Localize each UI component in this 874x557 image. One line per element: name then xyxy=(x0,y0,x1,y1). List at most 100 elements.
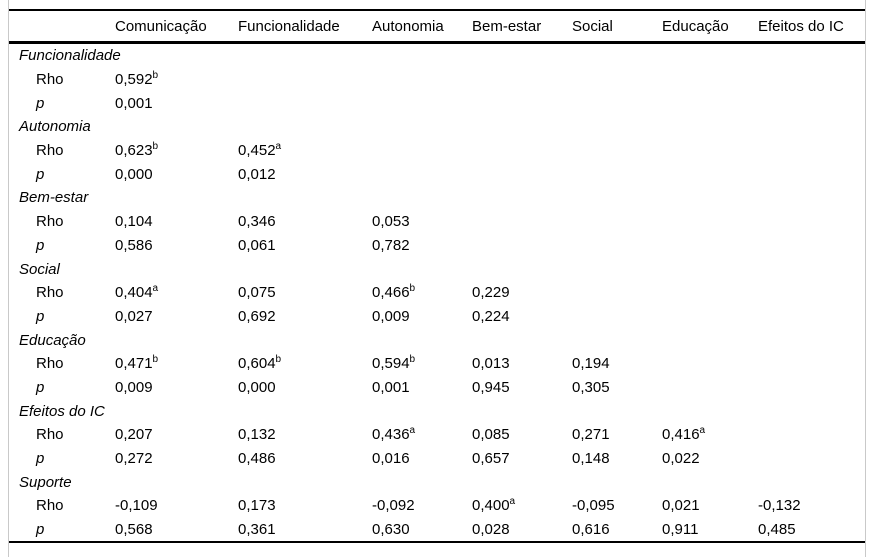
col-header-funcionalidade: Funcionalidade xyxy=(238,9,372,44)
group-row-educacao: Educação xyxy=(9,328,865,352)
rho-value-social-educacao xyxy=(662,281,758,305)
p-label: p xyxy=(9,517,115,544)
rho-value-efeitos-do-ic-funcionalidade: 0,132 xyxy=(238,426,276,444)
rho-value-suporte-autonomia: -0,092 xyxy=(372,497,415,515)
p-value-funcionalidade-efeitos-do-ic xyxy=(758,91,865,115)
rho-value-funcionalidade-educacao xyxy=(662,68,758,92)
p-value-efeitos-do-ic-comunicacao: 0,272 xyxy=(115,450,153,468)
rho-value-efeitos-do-ic-comunicacao: 0,207 xyxy=(115,426,153,444)
rho-value-social-efeitos-do-ic xyxy=(758,281,865,305)
rho-value-bem-estar-social xyxy=(572,210,662,234)
p-row-bem-estar: p 0,586 0,061 0,782 xyxy=(9,234,865,258)
rho-label: Rho xyxy=(36,142,64,160)
p-value-efeitos-do-ic-bem-estar: 0,657 xyxy=(472,450,510,468)
rho-label: Rho xyxy=(36,497,64,515)
rho-value-social-autonomia: 0,466b xyxy=(372,283,416,302)
p-label: p xyxy=(36,94,45,112)
rho-value-social-social xyxy=(572,281,662,305)
rho-value-autonomia-social xyxy=(572,139,662,163)
p-value-social-educacao xyxy=(662,305,758,329)
col-header-efeitos-do-ic: Efeitos do IC xyxy=(758,9,865,44)
significance-superscript: b xyxy=(152,70,159,82)
p-value-educacao-autonomia: 0,001 xyxy=(372,378,410,396)
rho-value-funcionalidade-bem-estar xyxy=(472,68,572,92)
p-value-autonomia-bem-estar xyxy=(472,162,572,186)
p-value-bem-estar-educacao xyxy=(662,234,758,258)
p-value-suporte-funcionalidade: 0,361 xyxy=(238,517,372,544)
rho-value-educacao-comunicacao: 0,471b xyxy=(115,354,159,373)
p-value-social-bem-estar: 0,224 xyxy=(472,307,510,325)
group-row-social: Social xyxy=(9,257,865,281)
rho-value-autonomia-bem-estar xyxy=(472,139,572,163)
p-value-social-autonomia: 0,009 xyxy=(372,307,410,325)
p-label: p xyxy=(36,450,45,468)
p-value-educacao-comunicacao: 0,009 xyxy=(115,378,153,396)
rho-value-autonomia-educacao xyxy=(662,139,758,163)
significance-superscript: b xyxy=(409,283,416,295)
rho-label: Rho xyxy=(36,426,64,444)
group-row-bem-estar: Bem-estar xyxy=(9,186,865,210)
rho-label: Rho xyxy=(36,213,64,231)
p-value-bem-estar-bem-estar xyxy=(472,234,572,258)
p-row-educacao: p 0,009 0,000 0,001 0,945 0,305 xyxy=(9,376,865,400)
p-value-funcionalidade-educacao xyxy=(662,91,758,115)
p-value-funcionalidade-comunicacao: 0,001 xyxy=(115,94,153,112)
p-value-bem-estar-funcionalidade: 0,061 xyxy=(238,236,276,254)
p-row-social: p 0,027 0,692 0,009 0,224 xyxy=(9,305,865,329)
rho-value-efeitos-do-ic-educacao: 0,416a xyxy=(662,425,706,444)
rho-label: Rho xyxy=(36,284,64,302)
correlation-table-frame: Comunicação Funcionalidade Autonomia Bem-es… xyxy=(8,0,866,557)
p-value-autonomia-comunicacao: 0,000 xyxy=(115,165,153,183)
rho-value-suporte-social: -0,095 xyxy=(572,497,615,515)
rho-value-bem-estar-funcionalidade: 0,346 xyxy=(238,213,276,231)
p-value-educacao-efeitos-do-ic xyxy=(758,376,865,400)
p-value-efeitos-do-ic-social: 0,148 xyxy=(572,450,610,468)
group-name: Bem-estar xyxy=(19,189,89,207)
rho-value-educacao-efeitos-do-ic xyxy=(758,352,865,376)
p-value-bem-estar-comunicacao: 0,586 xyxy=(115,236,153,254)
significance-superscript: b xyxy=(409,354,416,366)
p-value-efeitos-do-ic-efeitos-do-ic xyxy=(758,447,865,471)
significance-superscript: b xyxy=(152,354,159,366)
rho-value-educacao-educacao xyxy=(662,352,758,376)
p-value-social-efeitos-do-ic xyxy=(758,305,865,329)
rho-value-funcionalidade-social xyxy=(572,68,662,92)
group-row-autonomia: Autonomia xyxy=(9,115,865,139)
rho-value-funcionalidade-efeitos-do-ic xyxy=(758,68,865,92)
group-row-funcionalidade: Funcionalidade xyxy=(9,43,865,68)
p-value-suporte-social: 0,616 xyxy=(572,517,662,544)
p-value-bem-estar-social xyxy=(572,234,662,258)
rho-row-efeitos-do-ic: Rho 0,207 0,132 0,436a 0,085 0,271 0,416a xyxy=(9,423,865,447)
rho-value-bem-estar-bem-estar xyxy=(472,210,572,234)
p-label: p xyxy=(36,236,45,254)
significance-superscript: a xyxy=(409,425,416,437)
rho-value-bem-estar-efeitos-do-ic xyxy=(758,210,865,234)
rho-value-efeitos-do-ic-bem-estar: 0,085 xyxy=(472,426,510,444)
rho-value-suporte-comunicacao: -0,109 xyxy=(115,497,158,515)
significance-superscript: a xyxy=(275,141,282,153)
rho-value-suporte-efeitos-do-ic: -0,132 xyxy=(758,497,801,515)
rho-value-bem-estar-comunicacao: 0,104 xyxy=(115,213,153,231)
rho-value-autonomia-autonomia xyxy=(372,139,472,163)
p-row-autonomia: p 0,000 0,012 xyxy=(9,162,865,186)
group-name: Educação xyxy=(19,331,86,349)
p-value-social-social xyxy=(572,305,662,329)
rho-value-educacao-social: 0,194 xyxy=(572,355,610,373)
p-value-funcionalidade-social xyxy=(572,91,662,115)
p-row-funcionalidade: p 0,001 xyxy=(9,91,865,115)
rho-value-suporte-educacao: 0,021 xyxy=(662,497,700,515)
rho-value-funcionalidade-autonomia xyxy=(372,68,472,92)
correlation-table: Comunicação Funcionalidade Autonomia Bem-es… xyxy=(9,9,865,544)
p-value-suporte-autonomia: 0,630 xyxy=(372,517,472,544)
p-value-funcionalidade-funcionalidade xyxy=(238,91,372,115)
rho-value-funcionalidade-comunicacao: 0,592b xyxy=(115,70,159,89)
rho-value-bem-estar-autonomia: 0,053 xyxy=(372,213,410,231)
rho-value-funcionalidade-funcionalidade xyxy=(238,68,372,92)
col-header-empty xyxy=(9,9,115,44)
rho-value-autonomia-efeitos-do-ic xyxy=(758,139,865,163)
significance-superscript: a xyxy=(152,283,159,295)
rho-value-efeitos-do-ic-social: 0,271 xyxy=(572,426,610,444)
table-body: Funcionalidade Rho 0,592b p 0,001 Autonomia Rh… xyxy=(9,43,865,544)
significance-superscript: b xyxy=(275,354,282,366)
